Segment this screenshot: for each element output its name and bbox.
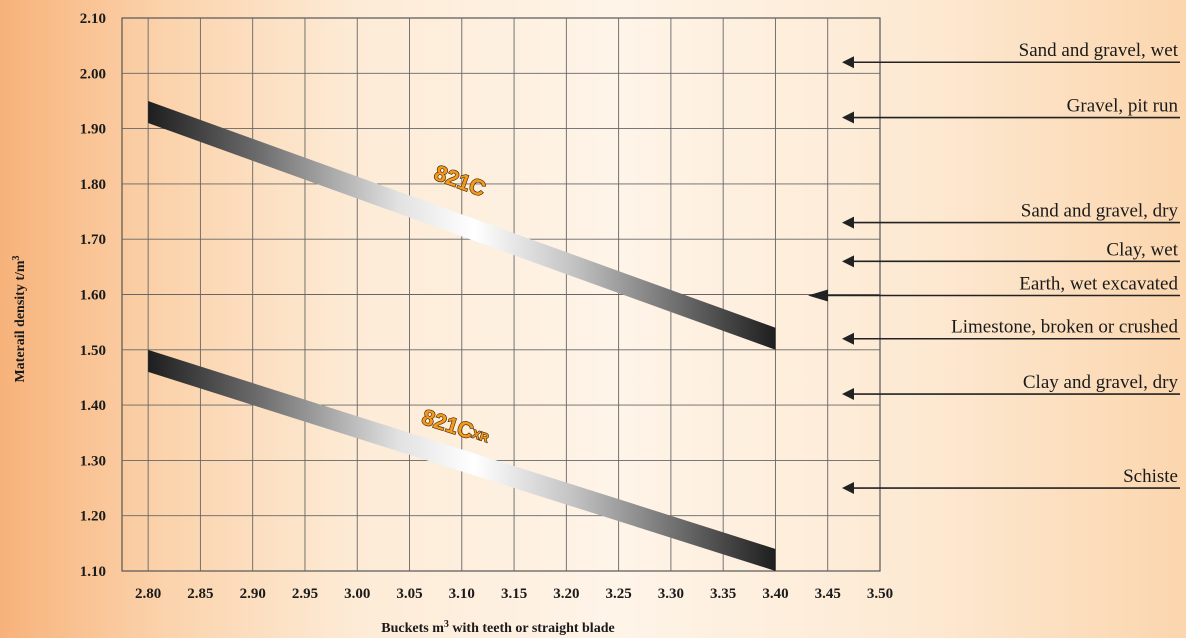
- material-label: Gravel, pit run: [1067, 96, 1179, 117]
- arrow-left-icon: [842, 482, 854, 495]
- y-tick-label: 1.60: [80, 288, 106, 304]
- x-tick-label: 3.20: [553, 586, 579, 602]
- x-tick-label: 2.95: [292, 586, 318, 602]
- x-tick-label: 3.25: [605, 586, 631, 602]
- x-tick-label: 2.90: [240, 586, 266, 602]
- series-label-821c: 821C: [431, 160, 489, 201]
- y-tick-label: 1.10: [80, 564, 106, 580]
- series-band-821c: [148, 101, 776, 350]
- x-tick-label: 2.80: [135, 586, 161, 602]
- y-axis-title: Materail density t/m3: [11, 255, 28, 382]
- y-tick-label: 2.10: [80, 11, 106, 27]
- material-label: Clay, wet: [1106, 239, 1178, 260]
- x-tick-label: 3.45: [815, 586, 841, 602]
- x-tick-label: 2.85: [187, 586, 213, 602]
- arrow-left-icon: [842, 216, 854, 229]
- x-tick-label: 3.05: [396, 586, 422, 602]
- series-band-821cxr: [148, 349, 776, 571]
- arrow-left-icon: [808, 289, 828, 302]
- x-axis-ticks: 2.80 2.85 2.90 2.95 3.00 3.05 3.10 3.15 3.20 3.25…: [135, 586, 893, 602]
- arrow-left-icon: [842, 388, 854, 401]
- material-label: Sand and gravel, dry: [1021, 201, 1179, 222]
- x-axis-title: Buckets m3 with teeth or straight blade: [381, 619, 614, 636]
- x-tick-label: 3.10: [449, 586, 475, 602]
- material-label: Limestone, broken or crushed: [951, 317, 1178, 338]
- x-tick-label: 3.50: [867, 586, 893, 602]
- x-tick-label: 3.35: [710, 586, 736, 602]
- material-label: Earth, wet excavated: [1019, 274, 1178, 295]
- y-axis-ticks: 2.10 2.00 1.90 1.80 1.70 1.60 1.50 1.40 1.30 1.20…: [80, 11, 106, 580]
- x-tick-label: 3.30: [658, 586, 684, 602]
- arrow-left-icon: [842, 111, 854, 124]
- material-label: Clay and gravel, dry: [1023, 372, 1179, 393]
- x-tick-label: 3.15: [501, 586, 527, 602]
- y-tick-label: 1.40: [80, 398, 106, 414]
- arrow-left-icon: [842, 56, 854, 69]
- x-tick-label: 3.00: [344, 586, 370, 602]
- y-tick-label: 1.80: [80, 177, 106, 193]
- material-annotations: Sand and gravel, wet Gravel, pit run Sand …: [808, 40, 1180, 495]
- plot-grid: [121, 17, 881, 572]
- y-tick-label: 1.90: [80, 122, 106, 138]
- material-label: Schiste: [1123, 466, 1178, 487]
- arrow-left-icon: [842, 332, 854, 345]
- x-tick-label: 3.40: [762, 586, 788, 602]
- y-tick-label: 1.20: [80, 509, 106, 525]
- y-tick-label: 1.50: [80, 343, 106, 359]
- material-label: Sand and gravel, wet: [1019, 40, 1179, 61]
- y-tick-label: 1.70: [80, 232, 106, 248]
- arrow-left-icon: [842, 255, 854, 268]
- y-tick-label: 2.00: [80, 66, 106, 82]
- y-tick-label: 1.30: [80, 453, 106, 469]
